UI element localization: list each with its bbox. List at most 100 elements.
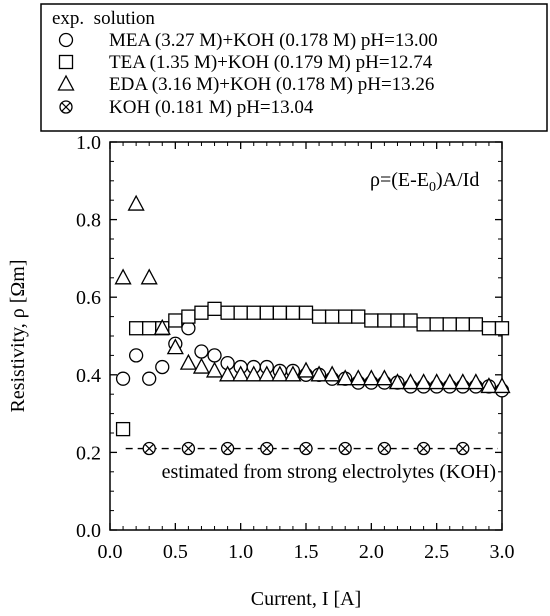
point-triangle (467, 373, 485, 390)
y-tick-label: 0.6 (76, 287, 101, 309)
point-circle (207, 348, 222, 363)
point-square (494, 321, 510, 336)
reference-line-label: estimated from strong electrolytes (KOH) (162, 461, 496, 483)
point-triangle (258, 365, 276, 382)
point-square (142, 321, 157, 336)
point-triangle (166, 338, 184, 355)
point-triangle (297, 361, 315, 378)
y-tick-label: 0.4 (76, 365, 101, 387)
plot-area: 0.0 0.5 1.0 1.5 2.0 2.5 3.00.00.20.40.60.81.0 … (76, 132, 515, 563)
y-tick-label: 0.2 (76, 442, 101, 464)
point-square (259, 305, 274, 320)
point-triangle (349, 369, 367, 386)
point-circle-x (220, 441, 235, 456)
point-triangle (153, 318, 171, 335)
point-triangle (323, 365, 341, 382)
point-triangle (428, 373, 446, 390)
point-triangle (493, 377, 511, 394)
point-square (298, 305, 314, 320)
point-square (220, 305, 235, 320)
legend-label: MEA (3.27 M)+KOH (0.178 M) pH=13.00 (109, 30, 438, 51)
point-square (324, 309, 340, 324)
point-circle-x (338, 441, 352, 456)
point-triangle (362, 369, 380, 386)
point-square (455, 317, 470, 332)
formula-annotation: ρ=(E-E0)A/Id (370, 169, 479, 195)
point-square (194, 305, 209, 320)
point-square (128, 321, 144, 336)
legend-box (40, 3, 548, 132)
legend-marker-square (58, 54, 74, 70)
point-triangle (415, 373, 433, 390)
point-square (364, 313, 379, 328)
point-square (377, 313, 392, 328)
point-triangle (401, 373, 420, 390)
data-marks (114, 194, 511, 456)
point-circle (128, 348, 144, 363)
x-tick-label: 1.0 (228, 541, 253, 563)
point-circle-x (416, 441, 431, 456)
axis-ticks: 0.0 0.5 1.0 1.5 2.0 2.5 3.0 0.0 0.2 0.4 0.6 0.8 1.0 (76, 132, 515, 563)
point-triangle (179, 353, 197, 370)
legend-label: KOH (0.181 M) pH=13.04 (109, 97, 314, 118)
point-circle-x (142, 441, 156, 456)
x-tick-label: 0.5 (163, 541, 188, 563)
point-circle-x (377, 441, 392, 456)
point-triangle (271, 365, 289, 382)
point-square (338, 309, 353, 324)
point-square (246, 305, 261, 320)
point-circle-x (181, 441, 196, 456)
y-tick-label: 1.0 (76, 132, 101, 154)
legend-label: TEA (1.35 M)+KOH (0.179 M) pH=12.74 (109, 52, 433, 73)
y-tick-label: 0.8 (76, 210, 101, 232)
point-square (429, 317, 444, 332)
point-triangle (454, 373, 472, 390)
legend-item: KOH (0.181 M) pH=13.04 (59, 97, 314, 118)
point-circle-x (456, 441, 470, 456)
series-triangle (114, 194, 511, 394)
point-circle-x (299, 441, 313, 456)
point-triangle (284, 365, 302, 382)
legend-marker-triangle (57, 74, 75, 91)
x-tick-label: 2.5 (424, 541, 449, 563)
point-square (207, 301, 222, 316)
point-triangle (219, 365, 237, 382)
point-square (168, 313, 183, 328)
point-square (468, 317, 484, 332)
legend-header: exp. solution (52, 8, 155, 29)
point-square (481, 321, 497, 336)
x-axis-title: Current, I [A] (251, 588, 362, 610)
point-circle (194, 344, 209, 359)
legend-label: EDA (3.16 M)+KOH (0.178 M) pH=13.26 (109, 74, 434, 95)
legend-item: TEA (1.35 M)+KOH (0.179 M) pH=12.74 (58, 52, 433, 73)
legend-marker-circle-x (59, 100, 73, 114)
y-tick-label: 0.0 (76, 520, 101, 542)
point-triangle (205, 361, 224, 378)
point-square (285, 305, 301, 320)
point-circle (115, 371, 131, 386)
point-square (272, 305, 288, 320)
legend-item: MEA (3.27 M)+KOH (0.178 M) pH=13.00 (58, 30, 438, 51)
legend-item: EDA (3.16 M)+KOH (0.178 M) pH=13.26 (57, 74, 434, 95)
x-tick-label: 2.0 (359, 541, 384, 563)
point-triangle (114, 268, 132, 285)
x-tick-label: 1.5 (294, 541, 319, 563)
point-square (181, 309, 196, 324)
point-circle (155, 359, 170, 375)
point-triangle (140, 268, 158, 285)
legend-marker-circle (58, 32, 74, 48)
point-square (390, 313, 405, 328)
point-circle (142, 371, 157, 386)
point-triangle (375, 369, 393, 386)
point-square (311, 309, 327, 324)
x-tick-label: 3.0 (490, 541, 515, 563)
point-square (442, 317, 457, 332)
point-triangle (388, 373, 407, 390)
point-triangle (441, 373, 459, 390)
point-square (115, 421, 131, 437)
point-square (233, 305, 248, 320)
series-square (115, 301, 510, 437)
point-triangle (336, 369, 354, 386)
